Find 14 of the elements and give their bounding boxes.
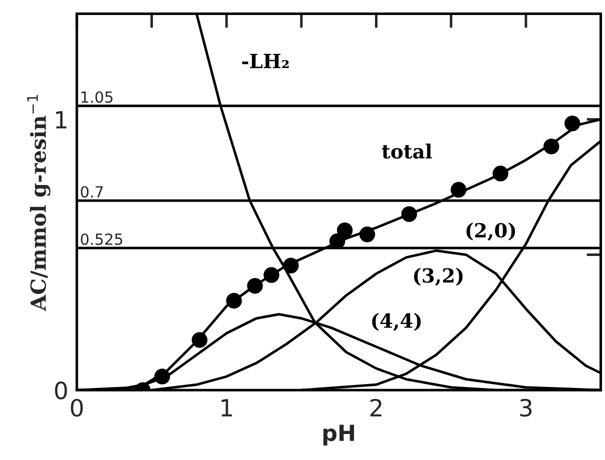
x-tick-label: 3 [520, 398, 532, 417]
y-axis-title: AC/mmol g-resin$^{−1}$ [27, 94, 50, 312]
x-axis-title: pH [323, 424, 354, 446]
ref-line-label: 1.05 [82, 91, 113, 103]
series-label: (2,0) [466, 222, 516, 241]
series-label: (3,2) [414, 268, 463, 286]
ref-line-label: 0.525 [80, 233, 122, 245]
text: total [382, 144, 432, 159]
x-tick-label: 1 [222, 399, 232, 416]
series-label: -LH₂ [242, 54, 289, 68]
x-tick-label: 2 [370, 398, 382, 416]
x-tick-label: 0 [70, 398, 83, 417]
ref-line-label: 0.7 [80, 186, 103, 198]
series-label: (4,4) [372, 312, 421, 331]
